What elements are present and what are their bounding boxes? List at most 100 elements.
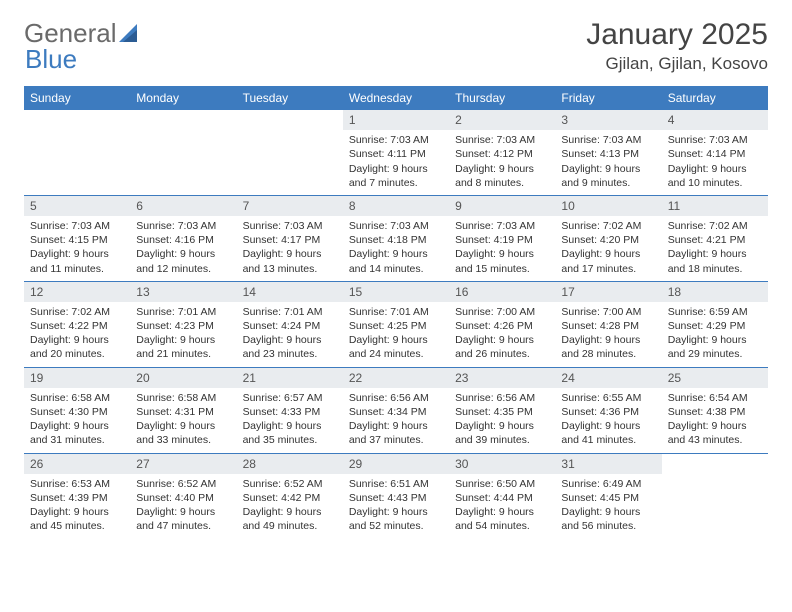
detail-line: Daylight: 9 hours [561, 162, 655, 176]
day-number: 11 [662, 196, 768, 216]
detail-line: Sunrise: 7:00 AM [561, 305, 655, 319]
detail-line: Daylight: 9 hours [136, 333, 230, 347]
detail-line: Sunset: 4:34 PM [349, 405, 443, 419]
detail-line: Daylight: 9 hours [243, 333, 337, 347]
detail-line: Sunset: 4:23 PM [136, 319, 230, 333]
day-cell: 24Sunrise: 6:55 AMSunset: 4:36 PMDayligh… [555, 368, 661, 453]
detail-line: and 47 minutes. [136, 519, 230, 533]
day-cell: 31Sunrise: 6:49 AMSunset: 4:45 PMDayligh… [555, 454, 661, 539]
day-details: Sunrise: 6:49 AMSunset: 4:45 PMDaylight:… [555, 474, 661, 539]
day-cell: 2Sunrise: 7:03 AMSunset: 4:12 PMDaylight… [449, 110, 555, 195]
week-row: 5Sunrise: 7:03 AMSunset: 4:15 PMDaylight… [24, 196, 768, 282]
detail-line: Daylight: 9 hours [668, 162, 762, 176]
detail-line: Sunset: 4:18 PM [349, 233, 443, 247]
detail-line: Sunrise: 7:03 AM [561, 133, 655, 147]
day-number: 28 [237, 454, 343, 474]
detail-line: and 29 minutes. [668, 347, 762, 361]
day-details: Sunrise: 7:03 AMSunset: 4:18 PMDaylight:… [343, 216, 449, 281]
day-details: Sunrise: 7:03 AMSunset: 4:12 PMDaylight:… [449, 130, 555, 195]
detail-line: Daylight: 9 hours [136, 247, 230, 261]
detail-line: Sunrise: 6:53 AM [30, 477, 124, 491]
detail-line: Sunset: 4:17 PM [243, 233, 337, 247]
day-cell [237, 110, 343, 195]
weekday-header: Monday [130, 86, 236, 110]
day-cell: 16Sunrise: 7:00 AMSunset: 4:26 PMDayligh… [449, 282, 555, 367]
detail-line: Sunset: 4:19 PM [455, 233, 549, 247]
day-number: 15 [343, 282, 449, 302]
detail-line: Sunset: 4:44 PM [455, 491, 549, 505]
day-details: Sunrise: 7:00 AMSunset: 4:26 PMDaylight:… [449, 302, 555, 367]
day-cell: 27Sunrise: 6:52 AMSunset: 4:40 PMDayligh… [130, 454, 236, 539]
detail-line: Sunrise: 6:49 AM [561, 477, 655, 491]
detail-line: Daylight: 9 hours [136, 419, 230, 433]
detail-line: Sunrise: 7:03 AM [455, 133, 549, 147]
detail-line: Sunrise: 6:55 AM [561, 391, 655, 405]
day-details: Sunrise: 7:02 AMSunset: 4:20 PMDaylight:… [555, 216, 661, 281]
day-details: Sunrise: 6:57 AMSunset: 4:33 PMDaylight:… [237, 388, 343, 453]
day-details: Sunrise: 7:03 AMSunset: 4:14 PMDaylight:… [662, 130, 768, 195]
day-cell: 6Sunrise: 7:03 AMSunset: 4:16 PMDaylight… [130, 196, 236, 281]
detail-line: Sunset: 4:11 PM [349, 147, 443, 161]
detail-line: and 24 minutes. [349, 347, 443, 361]
weeks-container: 1Sunrise: 7:03 AMSunset: 4:11 PMDaylight… [24, 110, 768, 538]
detail-line: Sunset: 4:22 PM [30, 319, 124, 333]
detail-line: Sunset: 4:26 PM [455, 319, 549, 333]
weekday-header: Wednesday [343, 86, 449, 110]
detail-line: Daylight: 9 hours [30, 419, 124, 433]
detail-line: and 13 minutes. [243, 262, 337, 276]
day-cell: 15Sunrise: 7:01 AMSunset: 4:25 PMDayligh… [343, 282, 449, 367]
detail-line: Sunrise: 7:01 AM [136, 305, 230, 319]
day-number: 3 [555, 110, 661, 130]
day-cell: 19Sunrise: 6:58 AMSunset: 4:30 PMDayligh… [24, 368, 130, 453]
week-row: 1Sunrise: 7:03 AMSunset: 4:11 PMDaylight… [24, 110, 768, 196]
detail-line: Sunset: 4:38 PM [668, 405, 762, 419]
detail-line: Sunrise: 7:00 AM [455, 305, 549, 319]
detail-line: Sunrise: 7:02 AM [561, 219, 655, 233]
day-cell: 11Sunrise: 7:02 AMSunset: 4:21 PMDayligh… [662, 196, 768, 281]
day-cell: 3Sunrise: 7:03 AMSunset: 4:13 PMDaylight… [555, 110, 661, 195]
detail-line: Sunrise: 7:03 AM [455, 219, 549, 233]
day-cell: 21Sunrise: 6:57 AMSunset: 4:33 PMDayligh… [237, 368, 343, 453]
detail-line: and 52 minutes. [349, 519, 443, 533]
detail-line: Sunrise: 7:03 AM [349, 219, 443, 233]
detail-line: and 56 minutes. [561, 519, 655, 533]
detail-line: Sunrise: 7:03 AM [243, 219, 337, 233]
detail-line: Daylight: 9 hours [30, 247, 124, 261]
detail-line: and 7 minutes. [349, 176, 443, 190]
day-cell: 12Sunrise: 7:02 AMSunset: 4:22 PMDayligh… [24, 282, 130, 367]
detail-line: Sunrise: 6:54 AM [668, 391, 762, 405]
page-header: General January 2025 Gjilan, Gjilan, Kos… [24, 18, 768, 74]
detail-line: Daylight: 9 hours [561, 247, 655, 261]
detail-line: Sunrise: 7:03 AM [668, 133, 762, 147]
detail-line: Daylight: 9 hours [349, 505, 443, 519]
detail-line: and 26 minutes. [455, 347, 549, 361]
day-number: 23 [449, 368, 555, 388]
day-details: Sunrise: 6:54 AMSunset: 4:38 PMDaylight:… [662, 388, 768, 453]
calendar-page: General January 2025 Gjilan, Gjilan, Kos… [0, 0, 792, 548]
detail-line: Daylight: 9 hours [243, 247, 337, 261]
day-cell: 10Sunrise: 7:02 AMSunset: 4:20 PMDayligh… [555, 196, 661, 281]
detail-line: and 28 minutes. [561, 347, 655, 361]
day-cell: 14Sunrise: 7:01 AMSunset: 4:24 PMDayligh… [237, 282, 343, 367]
day-cell: 29Sunrise: 6:51 AMSunset: 4:43 PMDayligh… [343, 454, 449, 539]
detail-line: Daylight: 9 hours [561, 419, 655, 433]
day-details: Sunrise: 6:58 AMSunset: 4:30 PMDaylight:… [24, 388, 130, 453]
detail-line: Sunset: 4:14 PM [668, 147, 762, 161]
day-details [237, 130, 343, 138]
day-cell [130, 110, 236, 195]
day-cell: 4Sunrise: 7:03 AMSunset: 4:14 PMDaylight… [662, 110, 768, 195]
day-details: Sunrise: 7:03 AMSunset: 4:16 PMDaylight:… [130, 216, 236, 281]
detail-line: and 33 minutes. [136, 433, 230, 447]
day-details: Sunrise: 6:53 AMSunset: 4:39 PMDaylight:… [24, 474, 130, 539]
weekday-header-row: Sunday Monday Tuesday Wednesday Thursday… [24, 86, 768, 110]
day-number: 5 [24, 196, 130, 216]
day-details: Sunrise: 7:03 AMSunset: 4:15 PMDaylight:… [24, 216, 130, 281]
day-number: 17 [555, 282, 661, 302]
day-details: Sunrise: 7:00 AMSunset: 4:28 PMDaylight:… [555, 302, 661, 367]
detail-line: Sunset: 4:12 PM [455, 147, 549, 161]
day-cell: 20Sunrise: 6:58 AMSunset: 4:31 PMDayligh… [130, 368, 236, 453]
calendar-grid: Sunday Monday Tuesday Wednesday Thursday… [24, 86, 768, 538]
day-details: Sunrise: 6:56 AMSunset: 4:34 PMDaylight:… [343, 388, 449, 453]
detail-line: and 23 minutes. [243, 347, 337, 361]
detail-line: and 10 minutes. [668, 176, 762, 190]
